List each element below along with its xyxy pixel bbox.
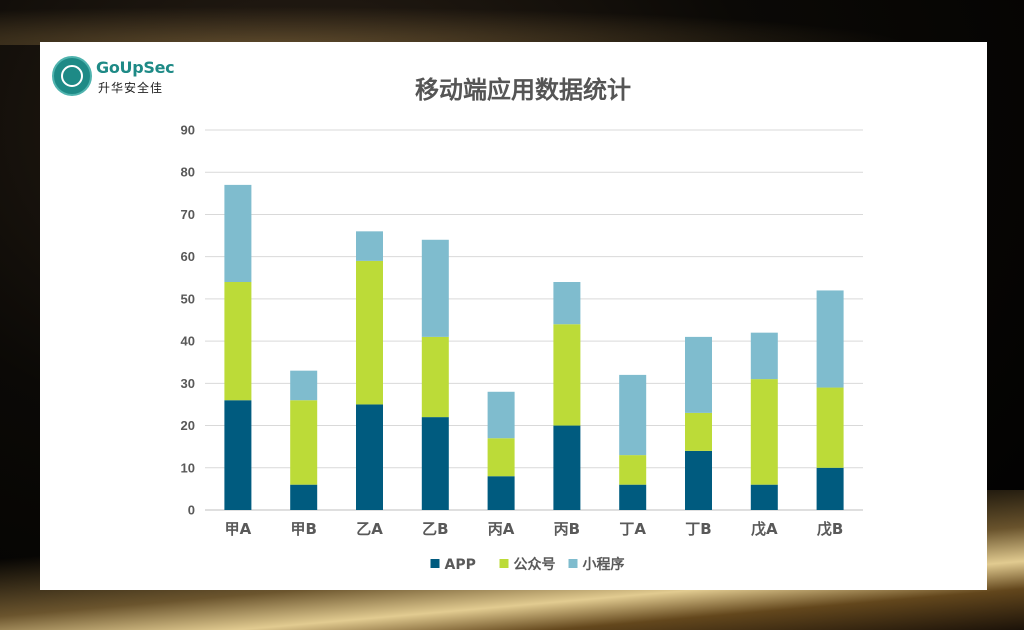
bar-segment xyxy=(750,332,778,380)
bar-segment xyxy=(816,387,844,468)
stacked-bar-chart: 移动端应用数据统计 0 10 20 30 40 50 60 70 80 90 甲A 甲B 乙A 乙B 丙A… xyxy=(181,76,863,573)
bar-segment xyxy=(356,231,383,261)
bar-segment xyxy=(487,438,515,477)
bar-segment xyxy=(487,391,515,439)
x-tick-label: 甲A xyxy=(225,520,252,538)
logo-name-en: GoUpSec xyxy=(96,58,175,77)
y-tick-label: 60 xyxy=(181,249,195,264)
chart-title: 移动端应用数据统计 xyxy=(415,76,631,104)
x-tick-label: 丙A xyxy=(488,520,515,538)
bar-segment xyxy=(356,404,383,510)
bar-segment xyxy=(750,379,778,485)
bar-segment xyxy=(619,484,647,510)
y-tick-label: 30 xyxy=(181,376,195,391)
legend-label: APP xyxy=(445,557,476,573)
legend-label: 小程序 xyxy=(583,556,625,573)
legend: APP 公众号 小程序 xyxy=(430,556,625,573)
chart-panel: GoUpSec 升华安全佳 移动端应用数据统计 0 10 20 30 40 50 60 70 8… xyxy=(40,42,987,590)
bar-segment xyxy=(421,417,449,510)
legend-swatch xyxy=(430,559,440,568)
bar-segment xyxy=(356,260,383,405)
x-tick-label: 戊A xyxy=(751,520,778,538)
y-tick-label: 10 xyxy=(181,460,195,475)
bar-segment xyxy=(290,484,318,510)
bar-segment xyxy=(487,476,515,510)
bar-segment xyxy=(553,282,581,325)
x-tick-label: 丁B xyxy=(685,520,711,538)
legend-swatch xyxy=(499,559,509,568)
bar-segment xyxy=(685,450,712,510)
y-tick-label: 90 xyxy=(181,123,195,138)
x-tick-label: 丙B xyxy=(554,520,580,538)
bar-segment xyxy=(619,374,647,456)
y-tick-label: 70 xyxy=(181,207,195,222)
background-top-glow xyxy=(0,0,1024,45)
legend-label: 公众号 xyxy=(514,556,556,573)
logo-emblem-icon xyxy=(52,56,92,96)
logo: GoUpSec 升华安全佳 xyxy=(52,56,187,100)
bar-segment xyxy=(421,239,449,337)
bar-segment xyxy=(685,412,712,451)
bar-segment xyxy=(290,400,318,485)
y-axis-ticks: 0 10 20 30 40 50 60 70 80 90 xyxy=(181,123,195,518)
y-tick-label: 80 xyxy=(181,165,195,180)
y-tick-label: 40 xyxy=(181,334,195,349)
bar-segment xyxy=(816,290,844,388)
bar-segment xyxy=(290,370,318,401)
bar-segment xyxy=(816,467,844,510)
legend-swatch xyxy=(568,559,578,568)
bar-segment xyxy=(224,282,252,401)
bar-segment xyxy=(553,324,581,426)
y-tick-label: 50 xyxy=(181,291,195,306)
bar-segment xyxy=(224,400,252,510)
bar-segment xyxy=(421,336,449,418)
x-tick-label: 丁A xyxy=(619,520,646,538)
bar-segment xyxy=(553,425,581,510)
y-tick-label: 20 xyxy=(181,418,195,433)
x-tick-label: 戊B xyxy=(817,520,843,538)
x-tick-label: 乙A xyxy=(356,520,383,538)
bar-segment xyxy=(685,336,712,413)
x-tick-label: 乙B xyxy=(422,520,448,538)
bars xyxy=(224,184,844,510)
x-tick-label: 甲B xyxy=(290,520,316,538)
bar-segment xyxy=(750,484,778,510)
x-axis-categories: 甲A 甲B 乙A 乙B 丙A 丙B 丁A 丁B 戊A 戊B xyxy=(225,520,844,538)
bar-segment xyxy=(619,455,647,485)
y-tick-label: 0 xyxy=(188,503,195,518)
logo-name-cn: 升华安全佳 xyxy=(98,81,164,95)
bar-segment xyxy=(224,184,252,282)
